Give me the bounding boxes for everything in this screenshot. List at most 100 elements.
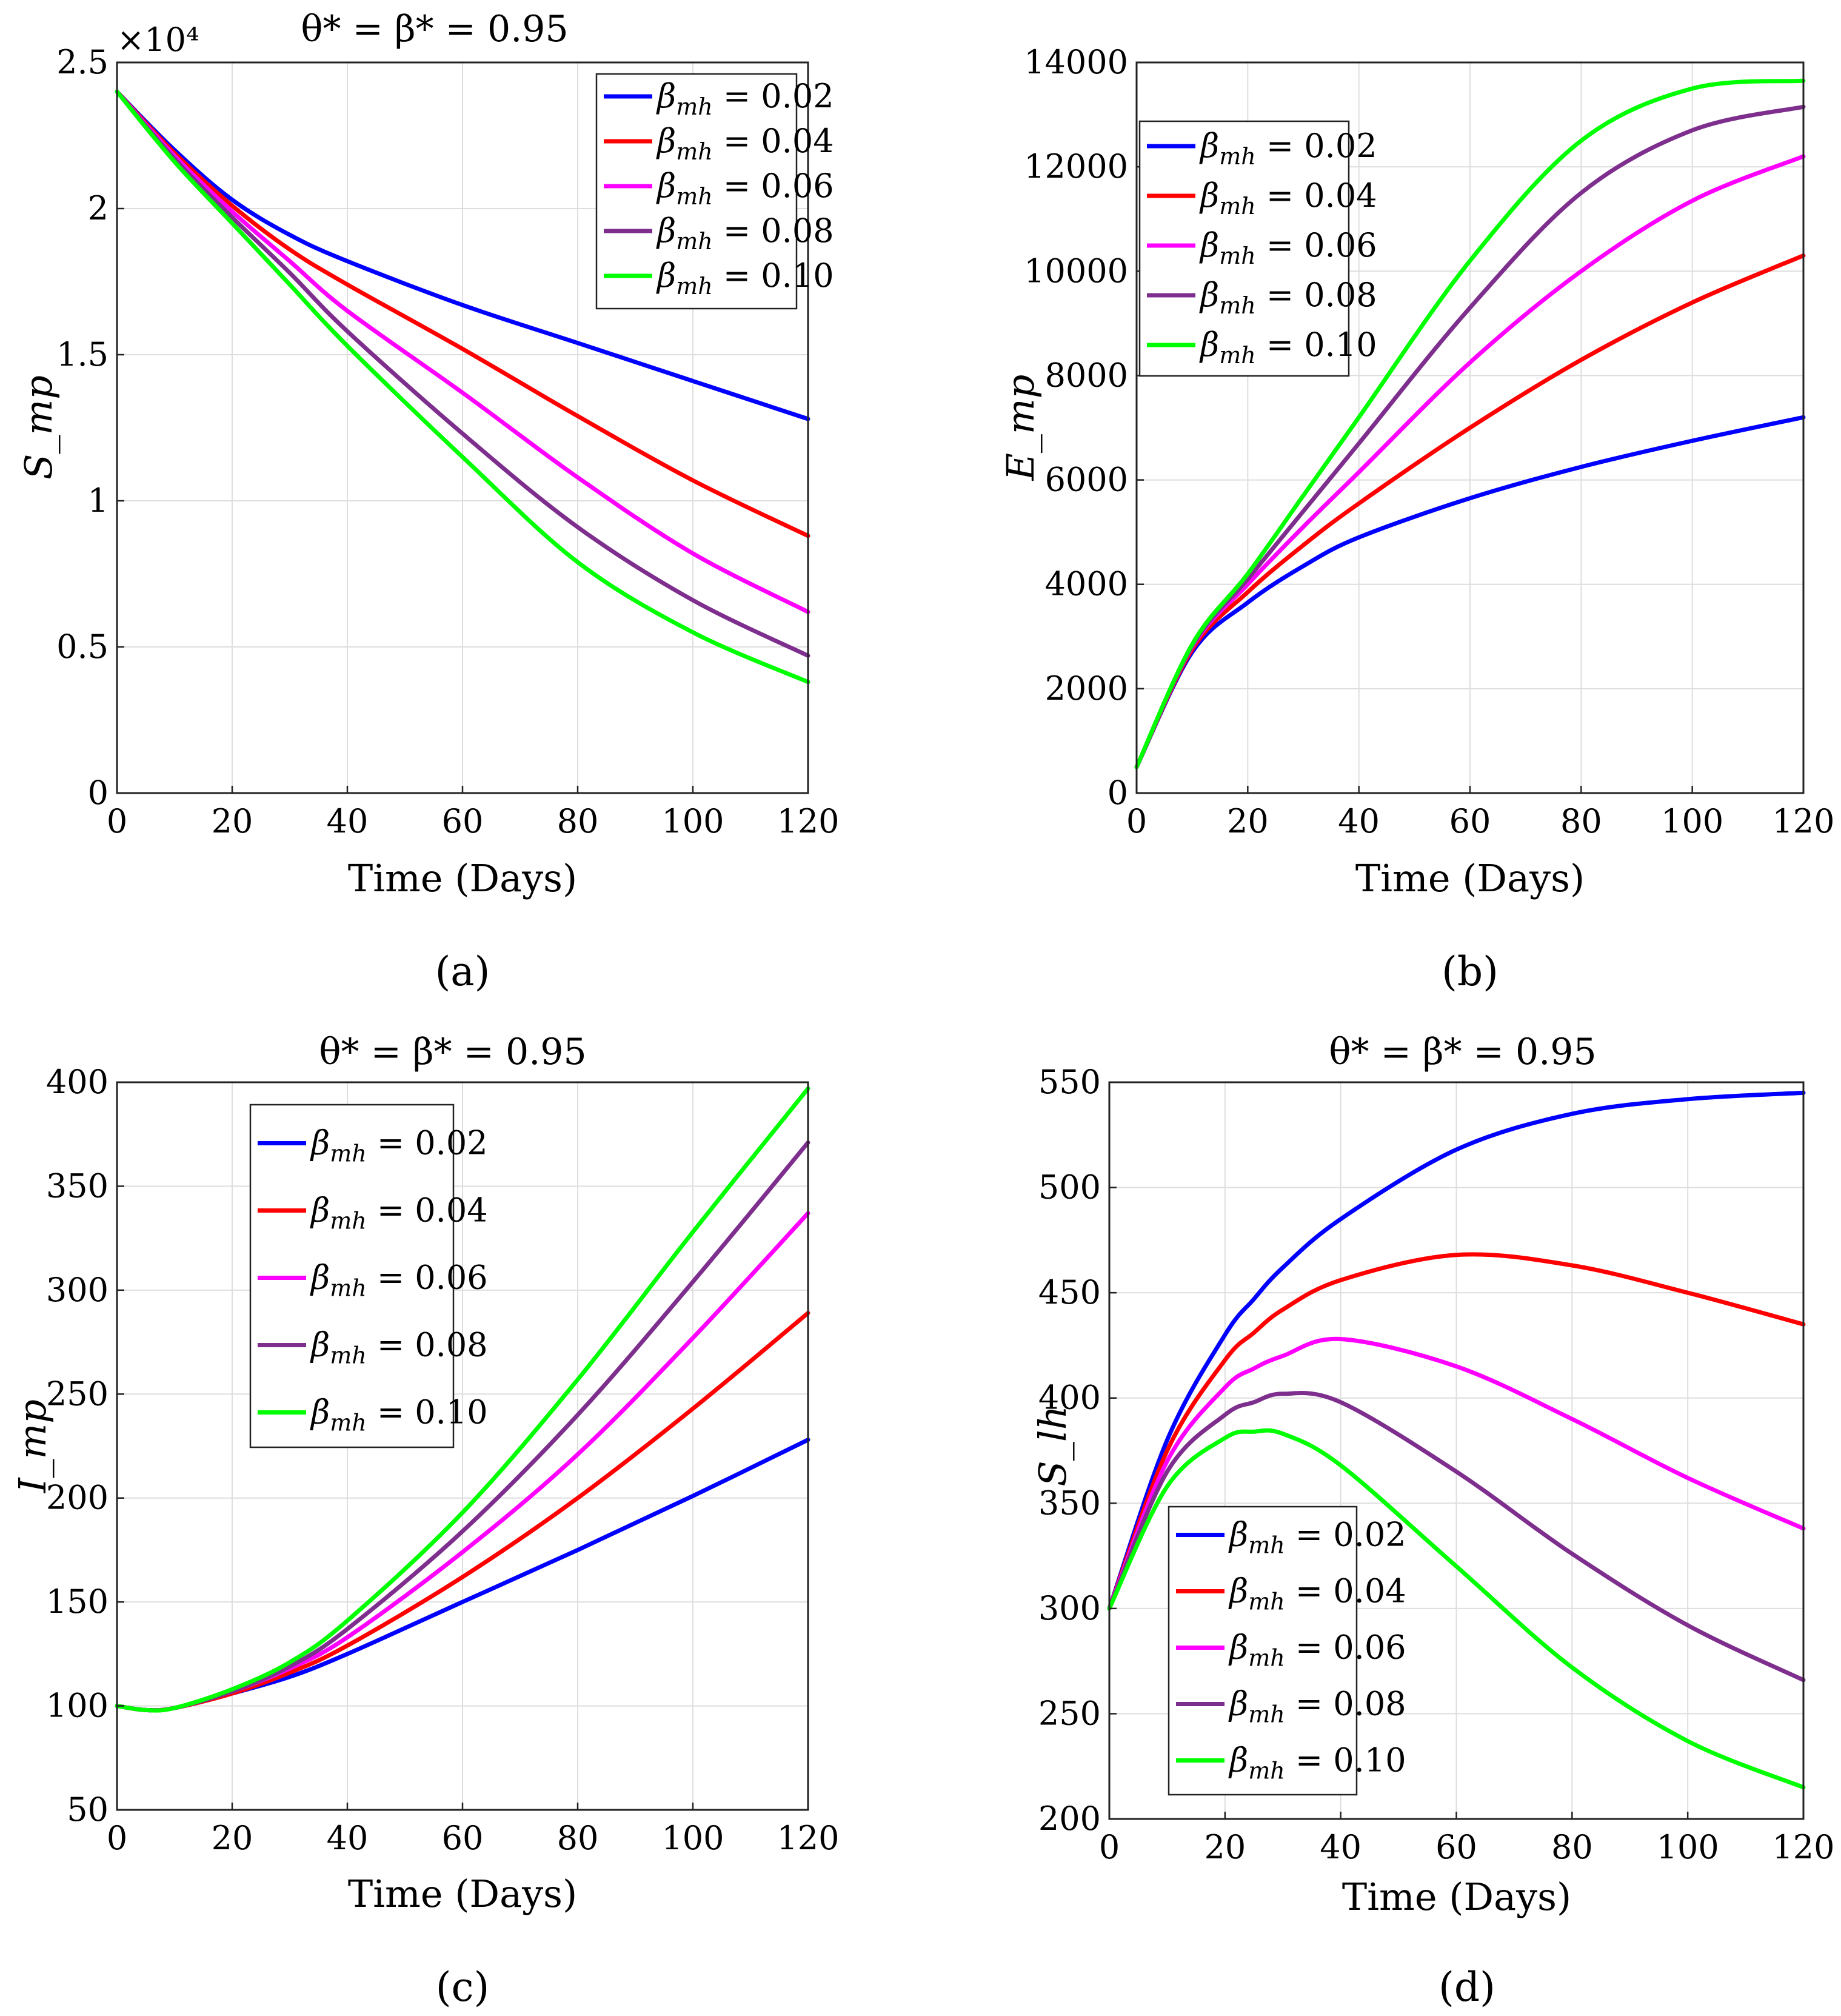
panel-a-x-ticks: 0 20 40 60 80 100 120 — [107, 786, 840, 840]
x-tick-label: 60 — [442, 1819, 484, 1857]
legend-label-1: βmh = 0.02 — [1228, 1516, 1406, 1559]
panel-b-caption: (b) — [1442, 948, 1499, 995]
panel-b-legend-box — [1138, 120, 1350, 377]
y-tick-label: 300 — [46, 1271, 109, 1309]
panel-a-title: θ* = β* = 0.95 — [301, 8, 568, 50]
x-tick-label: 0 — [1126, 802, 1147, 840]
series-line-3 — [115, 89, 810, 614]
panel-a-x-label: Time (Days) — [348, 856, 577, 900]
y-tick-label: 400 — [46, 1063, 109, 1101]
panel-d-legend: βmh = 0.02 βmh = 0.04 βmh = 0.06 βmh = 0.08… — [1168, 1505, 1406, 1796]
y-tick-label: 100 — [46, 1687, 109, 1725]
y-tick-label: 2.5 — [56, 43, 109, 81]
y-tick-label: 200 — [1038, 1800, 1101, 1838]
series-line-5 — [115, 1086, 810, 1713]
x-tick-label: 100 — [661, 1819, 724, 1857]
legend-label-4: βmh = 0.08 — [1228, 1685, 1406, 1728]
x-tick-label: 40 — [327, 802, 369, 840]
legend-label-2: βmh = 0.04 — [656, 122, 834, 165]
panel-b: 0 20 40 60 80 100 120 0 2000 4000 6000 8000 10000 12… — [998, 43, 1835, 995]
x-tick-label: 40 — [1338, 802, 1380, 840]
legend-label-2: βmh = 0.04 — [1228, 1572, 1406, 1615]
x-tick-label: 80 — [557, 802, 599, 840]
series-line-5 — [1134, 78, 1806, 769]
y-tick-label: 12000 — [1024, 147, 1128, 186]
panel-d-y-ticks: 200 250 300 350 400 450 500 550 — [1038, 1063, 1117, 1838]
y-tick-label: 250 — [1038, 1694, 1101, 1732]
legend-label-5: βmh = 0.10 — [1199, 326, 1377, 369]
y-tick-label: 2000 — [1045, 669, 1128, 708]
y-tick-label: 6000 — [1045, 461, 1128, 499]
x-tick-label: 120 — [1772, 1828, 1834, 1866]
legend-label-3: βmh = 0.06 — [1228, 1629, 1406, 1672]
x-tick-label: 0 — [107, 1819, 127, 1857]
y-tick-label: 4000 — [1045, 565, 1128, 603]
panel-b-curves — [1134, 78, 1806, 769]
legend-label-5: βmh = 0.10 — [656, 256, 834, 300]
x-tick-label: 120 — [777, 1819, 839, 1857]
panel-a-exponent: ×10⁴ — [117, 21, 199, 59]
y-tick-label: 450 — [1038, 1273, 1101, 1311]
series-line-5 — [115, 89, 810, 685]
panel-a: θ* = β* = 0.95 ×10⁴ 0 20 40 60 80 100 120 0 0.5… — [16, 8, 840, 995]
panel-c-x-label: Time (Days) — [348, 1872, 577, 1916]
panel-d-caption: (d) — [1438, 1964, 1495, 2011]
panel-b-legend: βmh = 0.02 βmh = 0.04 βmh = 0.06 βmh = 0.08… — [1138, 120, 1377, 377]
panel-c-caption: (c) — [436, 1964, 489, 2011]
y-tick-label: 50 — [67, 1790, 109, 1829]
legend-label-5: βmh = 0.10 — [310, 1393, 488, 1436]
x-tick-label: 100 — [1661, 802, 1723, 840]
panel-a-legend-box — [595, 73, 798, 310]
series-line-2 — [1134, 253, 1806, 769]
panel-c-title: θ* = β* = 0.95 — [319, 1031, 586, 1073]
x-tick-label: 60 — [1449, 802, 1491, 840]
y-tick-label: 10000 — [1024, 252, 1128, 290]
series-line-1 — [1134, 415, 1806, 769]
panel-c-curves — [115, 1086, 810, 1713]
panel-b-x-ticks: 0 20 40 60 80 100 120 — [1126, 786, 1835, 840]
x-tick-label: 0 — [107, 802, 127, 840]
panel-c-y-ticks: 50 100 150 200 250 300 350 400 — [46, 1063, 124, 1829]
x-tick-label: 60 — [1435, 1828, 1477, 1866]
legend-label-5: βmh = 0.10 — [1228, 1741, 1406, 1784]
legend-label-3: βmh = 0.06 — [656, 167, 834, 210]
x-tick-label: 80 — [557, 1819, 599, 1857]
x-tick-label: 80 — [1551, 1828, 1593, 1866]
x-tick-label: 20 — [1227, 802, 1269, 840]
y-tick-label: 400 — [1038, 1379, 1101, 1417]
panel-a-caption: (a) — [435, 948, 490, 995]
y-tick-label: 1 — [88, 481, 109, 520]
x-tick-label: 20 — [212, 1819, 253, 1857]
series-line-1 — [1107, 1090, 1806, 1611]
x-tick-label: 120 — [1772, 802, 1834, 840]
series-line-2 — [1107, 1252, 1806, 1611]
panel-d-title: θ* = β* = 0.95 — [1329, 1031, 1596, 1073]
x-tick-label: 0 — [1099, 1828, 1120, 1866]
legend-label-1: βmh = 0.02 — [656, 77, 834, 120]
panel-c-legend: βmh = 0.02 βmh = 0.04 βmh = 0.06 βmh = 0.08… — [249, 1103, 488, 1448]
panel-c: θ* = β* = 0.95 0 20 40 60 80 100 120 50 100 150 2… — [10, 1031, 840, 2011]
panel-d-x-ticks: 0 20 40 60 80 100 120 — [1099, 1812, 1835, 1866]
y-tick-label: 0 — [1108, 774, 1128, 812]
x-tick-label: 100 — [1657, 1828, 1719, 1866]
y-tick-label: 14000 — [1024, 43, 1128, 81]
y-tick-label: 8000 — [1045, 356, 1128, 394]
y-tick-label: 0 — [88, 774, 109, 812]
panel-d-legend-box — [1168, 1505, 1358, 1796]
panel-b-x-label: Time (Days) — [1355, 856, 1585, 900]
x-tick-label: 80 — [1560, 802, 1602, 840]
y-tick-label: 350 — [46, 1167, 109, 1205]
y-tick-label: 2 — [88, 189, 109, 227]
panel-d-legend-items: βmh = 0.02 βmh = 0.04 βmh = 0.06 βmh = 0.08… — [1176, 1516, 1406, 1784]
y-tick-label: 300 — [1038, 1589, 1101, 1627]
x-tick-label: 40 — [1320, 1828, 1362, 1866]
legend-label-1: βmh = 0.02 — [1199, 127, 1377, 170]
panel-d-x-label: Time (Days) — [1342, 1875, 1571, 1919]
panel-b-y-label: E_mp — [998, 375, 1043, 481]
x-tick-label: 60 — [442, 802, 484, 840]
legend-label-4: βmh = 0.08 — [310, 1326, 488, 1369]
y-tick-label: 250 — [46, 1375, 109, 1413]
panel-d-y-label: S_lh — [1031, 1405, 1075, 1486]
